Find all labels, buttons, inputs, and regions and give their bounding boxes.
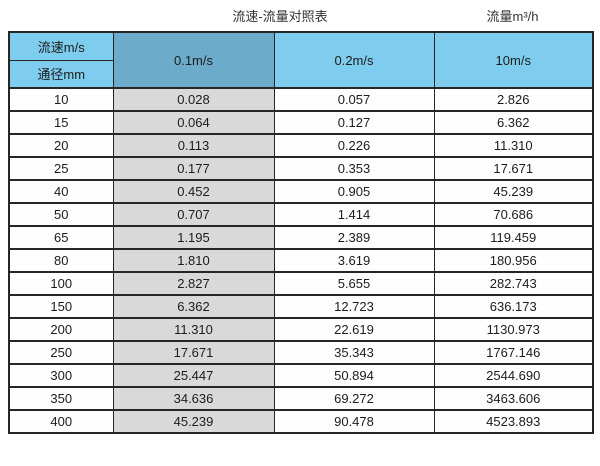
table-body: 10 0.028 0.057 2.826 15 0.064 0.127 6.362 20 0.11… — [8, 87, 594, 434]
flow-cell-0-1ms: 0.113 — [112, 133, 275, 158]
flow-cell-0-2ms: 12.723 — [273, 294, 435, 319]
table-row: 100 2.827 5.655 282.743 — [8, 271, 594, 296]
flow-cell-10ms: 636.173 — [433, 294, 594, 319]
flow-cell-0-1ms: 0.028 — [112, 87, 275, 112]
flow-cell-0-1ms: 11.310 — [112, 317, 275, 342]
flow-unit-label: 流量m³/h — [486, 9, 539, 24]
table-header: 流速m/s 0.1m/s 0.2m/s 10m/s 通径mm — [8, 31, 594, 89]
flow-cell-0-1ms: 6.362 — [112, 294, 275, 319]
flow-cell-10ms: 6.362 — [433, 110, 594, 135]
header-corner-diameter: 通径mm — [8, 59, 114, 89]
flow-cell-0-1ms: 0.064 — [112, 110, 275, 135]
flow-cell-10ms: 1130.973 — [433, 317, 594, 342]
flow-cell-10ms: 11.310 — [433, 133, 594, 158]
flow-cell-0-2ms: 90.478 — [273, 409, 435, 434]
diameter-cell: 10 — [8, 87, 114, 112]
diameter-cell: 25 — [8, 156, 114, 181]
flow-cell-10ms: 45.239 — [433, 179, 594, 204]
flow-cell-10ms: 17.671 — [433, 156, 594, 181]
flow-cell-0-2ms: 35.343 — [273, 340, 435, 365]
flow-cell-0-2ms: 2.389 — [273, 225, 435, 250]
diameter-cell: 40 — [8, 179, 114, 204]
flow-cell-10ms: 119.459 — [433, 225, 594, 250]
flow-cell-0-1ms: 0.707 — [112, 202, 275, 227]
flow-cell-10ms: 4523.893 — [433, 409, 594, 434]
flow-cell-0-2ms: 3.619 — [273, 248, 435, 273]
flow-cell-0-2ms: 50.894 — [273, 363, 435, 388]
flow-cell-0-2ms: 0.127 — [273, 110, 435, 135]
diameter-cell: 400 — [8, 409, 114, 434]
diameter-cell: 150 — [8, 294, 114, 319]
flow-cell-0-1ms: 34.636 — [112, 386, 275, 411]
flow-cell-0-2ms: 0.905 — [273, 179, 435, 204]
flow-cell-10ms: 3463.606 — [433, 386, 594, 411]
table-row: 350 34.636 69.272 3463.606 — [8, 386, 594, 411]
flow-cell-10ms: 282.743 — [433, 271, 594, 296]
flow-cell-10ms: 180.956 — [433, 248, 594, 273]
diameter-cell: 50 — [8, 202, 114, 227]
flow-cell-0-2ms: 1.414 — [273, 202, 435, 227]
diameter-cell: 80 — [8, 248, 114, 273]
table-row: 20 0.113 0.226 11.310 — [8, 133, 594, 158]
header-col-0-1ms: 0.1m/s — [112, 31, 275, 89]
diameter-cell: 20 — [8, 133, 114, 158]
diameter-cell: 300 — [8, 363, 114, 388]
flow-cell-0-1ms: 45.239 — [112, 409, 275, 434]
diameter-cell: 250 — [8, 340, 114, 365]
table-row: 400 45.239 90.478 4523.893 — [8, 409, 594, 434]
table-row: 50 0.707 1.414 70.686 — [8, 202, 594, 227]
diameter-cell: 15 — [8, 110, 114, 135]
flow-cell-0-2ms: 0.226 — [273, 133, 435, 158]
flow-cell-0-1ms: 17.671 — [112, 340, 275, 365]
table-row: 250 17.671 35.343 1767.146 — [8, 340, 594, 365]
header-col-0-2ms: 0.2m/s — [273, 31, 435, 89]
flow-rate-table: 流速m/s 0.1m/s 0.2m/s 10m/s 通径mm 10 0.028 0.… — [8, 31, 594, 434]
flow-cell-0-1ms: 1.810 — [112, 248, 275, 273]
table-row: 10 0.028 0.057 2.826 — [8, 87, 594, 112]
flow-cell-10ms: 1767.146 — [433, 340, 594, 365]
flow-cell-0-2ms: 69.272 — [273, 386, 435, 411]
diameter-cell: 200 — [8, 317, 114, 342]
diameter-cell: 350 — [8, 386, 114, 411]
table-row: 40 0.452 0.905 45.239 — [8, 179, 594, 204]
flow-cell-0-1ms: 2.827 — [112, 271, 275, 296]
flow-cell-0-2ms: 5.655 — [273, 271, 435, 296]
flow-cell-0-1ms: 1.195 — [112, 225, 275, 250]
table-row: 15 0.064 0.127 6.362 — [8, 110, 594, 135]
caption: 流速-流量对照表 流量m³/h — [0, 0, 600, 29]
table-row: 65 1.195 2.389 119.459 — [8, 225, 594, 250]
diameter-cell: 65 — [8, 225, 114, 250]
flow-cell-0-2ms: 0.057 — [273, 87, 435, 112]
flow-cell-0-1ms: 25.447 — [112, 363, 275, 388]
table-row: 80 1.810 3.619 180.956 — [8, 248, 594, 273]
diameter-cell: 100 — [8, 271, 114, 296]
flow-cell-10ms: 2.826 — [433, 87, 594, 112]
flow-cell-0-2ms: 22.619 — [273, 317, 435, 342]
table-title: 流速-流量对照表 — [232, 9, 328, 24]
flow-cell-10ms: 2544.690 — [433, 363, 594, 388]
flow-cell-10ms: 70.686 — [433, 202, 594, 227]
header-corner-velocity: 流速m/s — [8, 31, 114, 61]
header-col-10ms: 10m/s — [433, 31, 594, 89]
flow-cell-0-1ms: 0.452 — [112, 179, 275, 204]
flow-cell-0-2ms: 0.353 — [273, 156, 435, 181]
table-row: 200 11.310 22.619 1130.973 — [8, 317, 594, 342]
table-row: 300 25.447 50.894 2544.690 — [8, 363, 594, 388]
table-row: 25 0.177 0.353 17.671 — [8, 156, 594, 181]
table-row: 150 6.362 12.723 636.173 — [8, 294, 594, 319]
flow-cell-0-1ms: 0.177 — [112, 156, 275, 181]
